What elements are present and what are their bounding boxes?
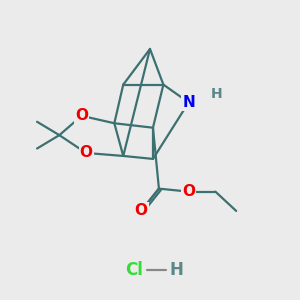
Text: O: O bbox=[80, 146, 93, 160]
Text: Cl: Cl bbox=[125, 261, 142, 279]
Text: H: H bbox=[170, 261, 184, 279]
Text: H: H bbox=[211, 86, 223, 100]
Text: O: O bbox=[75, 108, 88, 123]
Text: N: N bbox=[182, 95, 195, 110]
Text: O: O bbox=[182, 184, 195, 199]
Text: O: O bbox=[135, 203, 148, 218]
